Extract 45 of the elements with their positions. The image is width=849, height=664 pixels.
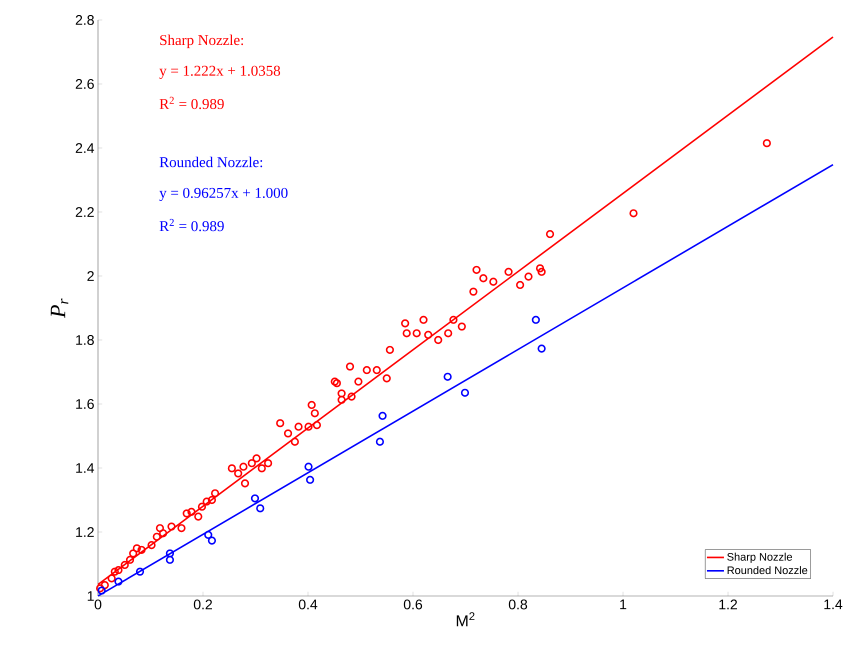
- legend-label: Rounded Nozzle: [728, 566, 808, 574]
- y-tick-label: 1.8: [76, 335, 94, 345]
- x-axis-title: M$^{2}$: [456, 612, 474, 626]
- point: [256, 504, 264, 512]
- point: [166, 549, 174, 558]
- annotation: R$^{2}$ = 0.989: [160, 218, 224, 232]
- y-tick-label: 2.2: [76, 207, 94, 217]
- x-tick-label: 1: [620, 600, 626, 610]
- x-tick-label: 0.8: [508, 600, 528, 610]
- point: [136, 568, 144, 576]
- x-tick-label: 1.2: [719, 600, 738, 610]
- annotation: R$^{2}$ = 0.989: [160, 96, 224, 110]
- y-tick-label: 1.6: [76, 399, 94, 409]
- point: [208, 536, 216, 545]
- x-tick-label: 1.4: [824, 600, 842, 610]
- y-tick-label: 2.8: [76, 15, 94, 25]
- point: [166, 556, 174, 564]
- annotation: y = 1.222x + 1.0358: [159, 66, 280, 79]
- y-axis-title: P$_{r}$: [50, 298, 68, 318]
- point: [532, 316, 540, 324]
- x-tick-label: 0: [94, 600, 102, 610]
- y-tick-label: 2: [87, 271, 94, 281]
- point: [460, 388, 470, 397]
- y-tick-label: 1.2: [76, 527, 94, 537]
- point: [250, 494, 260, 502]
- y-tick-label: 2.4: [76, 143, 94, 153]
- point: [98, 586, 106, 595]
- y-tick-label: 2.6: [76, 79, 94, 89]
- legend-label: Sharp Nozzle: [727, 552, 792, 563]
- point: [444, 372, 452, 381]
- x-tick-label: 0.6: [404, 600, 422, 610]
- point: [538, 344, 546, 353]
- point: [306, 476, 314, 484]
- y-tick-label: 1: [88, 591, 94, 601]
- y-tick-label: 1.4: [76, 463, 94, 473]
- point: [378, 412, 387, 420]
- x-tick-label: 0.2: [194, 600, 212, 610]
- point: [304, 462, 313, 471]
- x-tick-label: 0.4: [298, 600, 318, 610]
- point: [376, 438, 384, 446]
- annotation: Sharp Nozzle:: [160, 34, 244, 48]
- point: [114, 578, 123, 586]
- annotation: Rounded Nozzle:: [160, 156, 262, 168]
- point: [204, 530, 212, 539]
- annotation: y = 0.96257x + 1.000: [159, 188, 288, 201]
